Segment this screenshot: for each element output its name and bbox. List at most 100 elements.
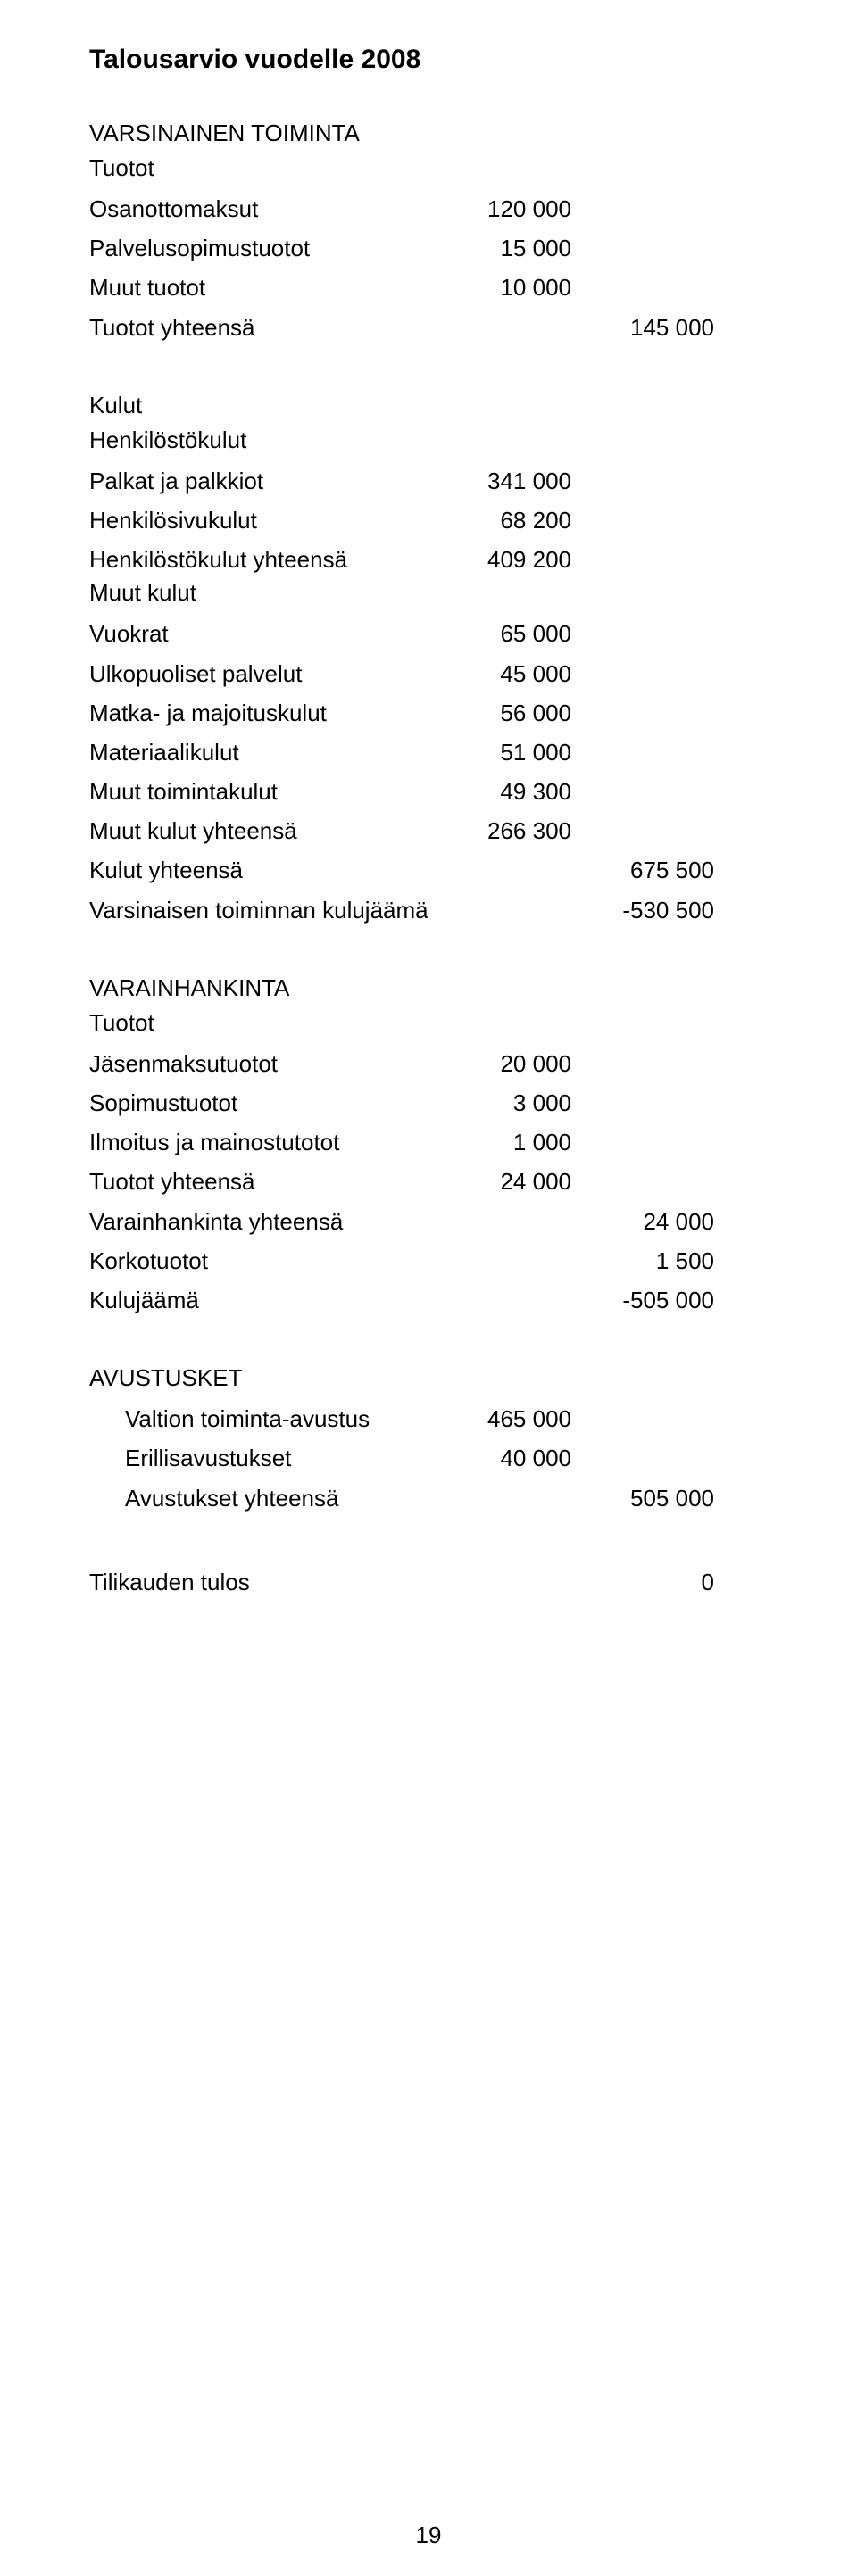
- label: Korkotuotot: [89, 1241, 428, 1280]
- row-tuotot-yhteensa: Tuotot yhteensä 145 000: [89, 308, 768, 347]
- value-col1: 10 000: [428, 268, 571, 307]
- value-col2: [571, 1122, 714, 1162]
- value-col2: [571, 1162, 714, 1201]
- row-vuokrat: Vuokrat 65 000: [89, 614, 768, 653]
- value-col1: 68 200: [428, 501, 571, 540]
- value-col2: [571, 772, 714, 811]
- label: Tuotot yhteensä: [89, 1162, 428, 1201]
- value-col1: 1 000: [428, 1122, 571, 1162]
- label: Kulut yhteensä: [89, 850, 428, 890]
- row-sopimustuotot: Sopimustuotot 3 000: [89, 1083, 768, 1122]
- row-tilikauden-tulos: Tilikauden tulos 0: [89, 1562, 768, 1602]
- value-col1: 120 000: [428, 189, 571, 228]
- value-col1: [428, 308, 571, 347]
- label: Jäsenmaksutuotot: [89, 1044, 428, 1083]
- page-title: Talousarvio vuodelle 2008: [89, 45, 768, 75]
- label: Tuotot yhteensä: [89, 308, 428, 347]
- row-varsinaisen-kulujaama: Varsinaisen toiminnan kulujäämä -530 500: [89, 890, 768, 930]
- value-col2: [571, 1399, 714, 1438]
- value-col1: 266 300: [428, 811, 571, 850]
- row-matka: Matka- ja majoituskulut 56 000: [89, 693, 768, 733]
- row-jasenmaksutuotot: Jäsenmaksutuotot 20 000: [89, 1044, 768, 1083]
- value-col2: [571, 501, 714, 540]
- row-henkilosivukulut: Henkilösivukulut 68 200: [89, 501, 768, 540]
- value-col2: -505 000: [571, 1280, 714, 1320]
- row-kulujaama: Kulujäämä -505 000: [89, 1280, 768, 1320]
- value-col2: [571, 189, 714, 228]
- value-col2: [571, 811, 714, 850]
- value-col2: [571, 1044, 714, 1083]
- row-varainhankinta-yhteensa: Varainhankinta yhteensä 24 000: [89, 1202, 768, 1241]
- row-muut-kulut-yhteensa: Muut kulut yhteensä 266 300: [89, 811, 768, 850]
- value-col1: [428, 1280, 571, 1320]
- label: Sopimustuotot: [89, 1083, 428, 1122]
- label: Materiaalikulut: [89, 733, 428, 772]
- value-col2: [571, 228, 714, 268]
- label: Henkilöstökulut yhteensä: [89, 540, 428, 579]
- label: Varsinaisen toiminnan kulujäämä: [89, 890, 428, 930]
- value-col2: 145 000: [571, 308, 714, 347]
- henkilostokulut-label: Henkilöstökulut: [89, 427, 768, 454]
- value-col1: 465 000: [428, 1399, 571, 1438]
- value-col1: 20 000: [428, 1044, 571, 1083]
- section-varsinainen-heading: VARSINAINEN TOIMINTA: [89, 120, 768, 147]
- row-korkotuotot: Korkotuotot 1 500: [89, 1241, 768, 1280]
- kulut-label: Kulut: [89, 392, 768, 419]
- row-varainhankinta-tuotot-yhteensa: Tuotot yhteensä 24 000: [89, 1162, 768, 1201]
- section-varainhankinta-heading: VARAINHANKINTA: [89, 974, 768, 1002]
- label: Varainhankinta yhteensä: [89, 1202, 428, 1241]
- value-col1: [428, 1479, 571, 1518]
- value-col2: [571, 733, 714, 772]
- label: Muut kulut yhteensä: [89, 811, 428, 850]
- label: Palkat ja palkkiot: [89, 461, 428, 501]
- row-muut-tuotot: Muut tuotot 10 000: [89, 268, 768, 307]
- value-col1: 341 000: [428, 461, 571, 501]
- row-kulut-yhteensa: Kulut yhteensä 675 500: [89, 850, 768, 890]
- label: Palvelusopimustuotot: [89, 228, 428, 268]
- row-materiaalikulut: Materiaalikulut 51 000: [89, 733, 768, 772]
- value-col2: [571, 461, 714, 501]
- tuotot-label: Tuotot: [89, 154, 768, 182]
- value-col2: [571, 540, 714, 579]
- value-col1: [428, 850, 571, 890]
- label: Ilmoitus ja mainostutotot: [89, 1122, 428, 1162]
- value-col2: 24 000: [571, 1202, 714, 1241]
- value-col2: [571, 1438, 714, 1478]
- value-col1: [428, 1562, 571, 1602]
- section-avustukset-heading: AVUSTUSKET: [89, 1364, 768, 1392]
- row-erillisavustukset: Erillisavustukset 40 000: [89, 1438, 768, 1478]
- muut-kulut-label: Muut kulut: [89, 579, 768, 607]
- varainhankinta-tuotot-label: Tuotot: [89, 1009, 768, 1037]
- value-col2: 675 500: [571, 850, 714, 890]
- label: Tilikauden tulos: [89, 1562, 428, 1602]
- row-osanottomaksut: Osanottomaksut 120 000: [89, 189, 768, 228]
- row-palkat: Palkat ja palkkiot 341 000: [89, 461, 768, 501]
- row-muut-toimintakulut: Muut toimintakulut 49 300: [89, 772, 768, 811]
- row-ulkopuoliset: Ulkopuoliset palvelut 45 000: [89, 654, 768, 693]
- label: Matka- ja majoituskulut: [89, 693, 428, 733]
- label: Muut toimintakulut: [89, 772, 428, 811]
- value-col1: 3 000: [428, 1083, 571, 1122]
- value-col2: 0: [571, 1562, 714, 1602]
- value-col2: [571, 614, 714, 653]
- value-col1: 49 300: [428, 772, 571, 811]
- value-col2: [571, 693, 714, 733]
- row-avustukset-yhteensa: Avustukset yhteensä 505 000: [89, 1479, 768, 1518]
- value-col1: 40 000: [428, 1438, 571, 1478]
- label: Kulujäämä: [89, 1280, 428, 1320]
- label: Vuokrat: [89, 614, 428, 653]
- page-number: 19: [0, 2522, 857, 2549]
- row-palvelusopimustuotot: Palvelusopimustuotot 15 000: [89, 228, 768, 268]
- value-col1: 51 000: [428, 733, 571, 772]
- value-col1: [428, 1241, 571, 1280]
- value-col2: 505 000: [571, 1479, 714, 1518]
- label: Muut tuotot: [89, 268, 428, 307]
- value-col1: 24 000: [428, 1162, 571, 1201]
- label: Osanottomaksut: [89, 189, 428, 228]
- value-col2: 1 500: [571, 1241, 714, 1280]
- value-col1: 65 000: [428, 614, 571, 653]
- value-col1: 56 000: [428, 693, 571, 733]
- label: Ulkopuoliset palvelut: [89, 654, 428, 693]
- label: Valtion toiminta-avustus: [89, 1399, 428, 1438]
- value-col2: [571, 268, 714, 307]
